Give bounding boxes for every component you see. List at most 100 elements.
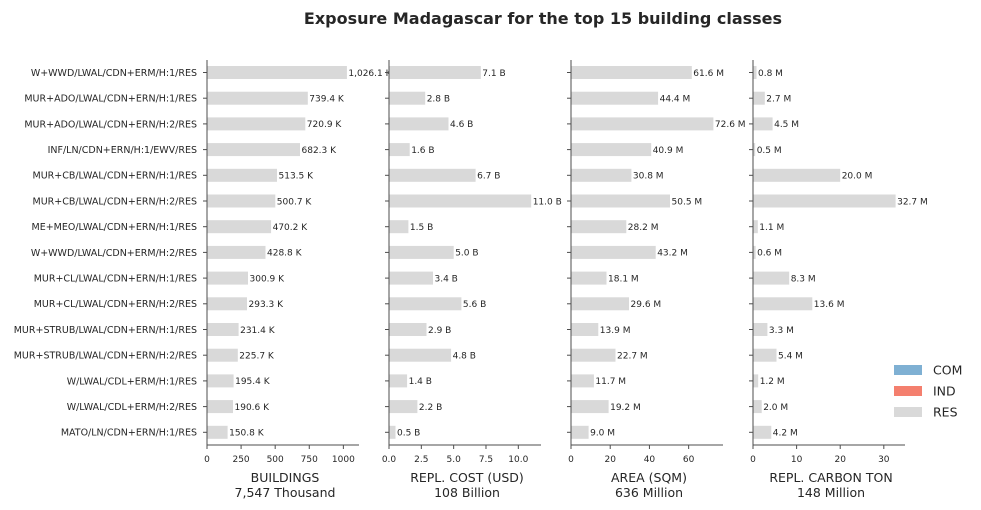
bar-value-label: 22.7 M (617, 352, 648, 362)
bar-value-label: 1.5 B (410, 223, 433, 233)
bar (571, 374, 594, 388)
x-axis-total: 148 Million (797, 485, 865, 500)
bar (753, 66, 757, 79)
x-tick-label: 0.0 (382, 455, 397, 465)
bar (207, 117, 306, 131)
bar-value-label: 11.0 B (533, 197, 562, 207)
bar-value-label: 5.4 M (778, 352, 803, 362)
bar (571, 66, 692, 79)
bar (207, 400, 233, 414)
category-label: MUR+STRUB/LWAL/CDN+ERN/H:2/RES (14, 351, 197, 362)
legend-label: COM (933, 363, 962, 378)
bar (753, 91, 765, 105)
bar (389, 66, 481, 79)
bar-value-label: 4.5 M (774, 120, 799, 130)
bar-value-label: 470.2 K (273, 223, 309, 233)
x-axis-label: REPL. CARBON TON (769, 470, 892, 485)
bar (389, 323, 427, 336)
bar-value-label: 13.6 M (814, 300, 845, 310)
bar (571, 348, 616, 362)
x-tick-label: 40 (644, 455, 656, 465)
bar-value-label: 2.9 B (428, 326, 451, 336)
category-label: MATO/LN/CDN+ERN/H:1/RES (61, 428, 197, 439)
bar (753, 374, 759, 388)
bar (753, 271, 790, 285)
bar (753, 168, 841, 182)
bar-value-label: 428.8 K (267, 249, 303, 259)
bar-value-label: 72.6 M (715, 120, 746, 130)
category-label: INF/LN/CDN+ERN/H:1/EWV/RES (48, 145, 197, 156)
bar-value-label: 2.2 B (419, 403, 442, 413)
bar-value-label: 3.4 B (435, 274, 458, 284)
bar-value-label: 195.4 K (235, 377, 271, 387)
legend-swatch (894, 407, 922, 417)
category-label: ME+MEO/LWAL/CDN+ERN/H:1/RES (32, 222, 197, 233)
bar-value-label: 43.2 M (657, 249, 688, 259)
bar-value-label: 2.8 B (427, 95, 450, 105)
bar (389, 425, 396, 439)
panel-2: 7.1 B 2.8 B 4.6 B 1.6 B 6.7 B 11.0 B 1.5 B 5.0 … (382, 60, 562, 500)
bar (389, 271, 433, 285)
bar (753, 348, 777, 362)
bar-value-label: 2.7 M (766, 95, 791, 105)
bar-value-label: 3.3 M (769, 326, 794, 336)
x-axis-label: AREA (SQM) (611, 470, 687, 485)
x-tick-label: 750 (301, 455, 318, 465)
x-tick-label: 2.5 (414, 455, 428, 465)
category-labels: W+WWD/LWAL/CDN+ERM/H:1/RES MUR+ADO/LWAL/C… (14, 68, 197, 439)
bar (571, 117, 714, 131)
bar (753, 143, 756, 157)
bar (571, 245, 656, 259)
x-axis-total: 108 Billion (434, 485, 500, 500)
bar (753, 323, 768, 336)
bar-value-label: 7.1 B (482, 69, 505, 79)
bar (571, 168, 632, 182)
bar-value-label: 0.5 B (397, 429, 420, 439)
chart-panels: 1,026.1 K 739.4 K 720.9 K 682.3 K 513.5 K 500… (14, 60, 928, 500)
bar (207, 245, 266, 259)
bar-value-label: 0.8 M (758, 69, 783, 79)
category-label: W/LWAL/CDL+ERM/H:1/RES (67, 376, 197, 387)
bar-value-label: 28.2 M (628, 223, 659, 233)
bar-value-label: 0.5 M (757, 146, 782, 156)
x-tick-label: 10 (791, 455, 803, 465)
bar (389, 400, 418, 414)
bar (207, 220, 272, 234)
category-label: MUR+STRUB/LWAL/CDN+ERN/H:1/RES (14, 325, 197, 336)
bar-value-label: 44.4 M (660, 95, 691, 105)
bar (207, 425, 228, 439)
bar-value-label: 29.6 M (631, 300, 662, 310)
bar-value-label: 9.0 M (590, 429, 615, 439)
bar-value-label: 4.6 B (450, 120, 473, 130)
category-label: MUR+ADO/LWAL/CDN+ERN/H:1/RES (24, 94, 197, 105)
bar-value-label: 50.5 M (672, 197, 703, 207)
category-label: W+WWD/LWAL/CDN+ERM/H:2/RES (31, 248, 197, 259)
bar-value-label: 18.1 M (608, 274, 639, 284)
x-tick-label: 20 (834, 455, 846, 465)
bar-value-label: 30.8 M (633, 172, 664, 182)
bar (571, 143, 652, 157)
bar-value-label: 1.4 B (409, 377, 432, 387)
bar-value-label: 1.6 B (411, 146, 434, 156)
bar (389, 297, 462, 311)
bar-value-label: 1,026.1 K (348, 69, 392, 79)
bar-value-label: 0.6 M (757, 249, 782, 259)
bar-value-label: 1.1 M (759, 223, 784, 233)
bar (753, 220, 758, 234)
bar-value-label: 293.3 K (249, 300, 285, 310)
bar-value-label: 61.6 M (693, 69, 724, 79)
bar-value-label: 1.2 M (760, 377, 785, 387)
bar-value-label: 5.6 B (463, 300, 486, 310)
bar (389, 117, 449, 131)
category-label: MUR+ADO/LWAL/CDN+ERN/H:2/RES (24, 119, 197, 130)
bar-value-label: 2.0 M (763, 403, 788, 413)
bar (389, 143, 410, 157)
bar-value-label: 513.5 K (279, 172, 315, 182)
bar (389, 374, 408, 388)
x-tick-label: 20 (604, 455, 616, 465)
bar (207, 271, 248, 285)
panel-3: 61.6 M 44.4 M 72.6 M 40.9 M 30.8 M 50.5 M 28.2… (567, 60, 746, 500)
bar-value-label: 40.9 M (653, 146, 684, 156)
bar (207, 91, 308, 105)
